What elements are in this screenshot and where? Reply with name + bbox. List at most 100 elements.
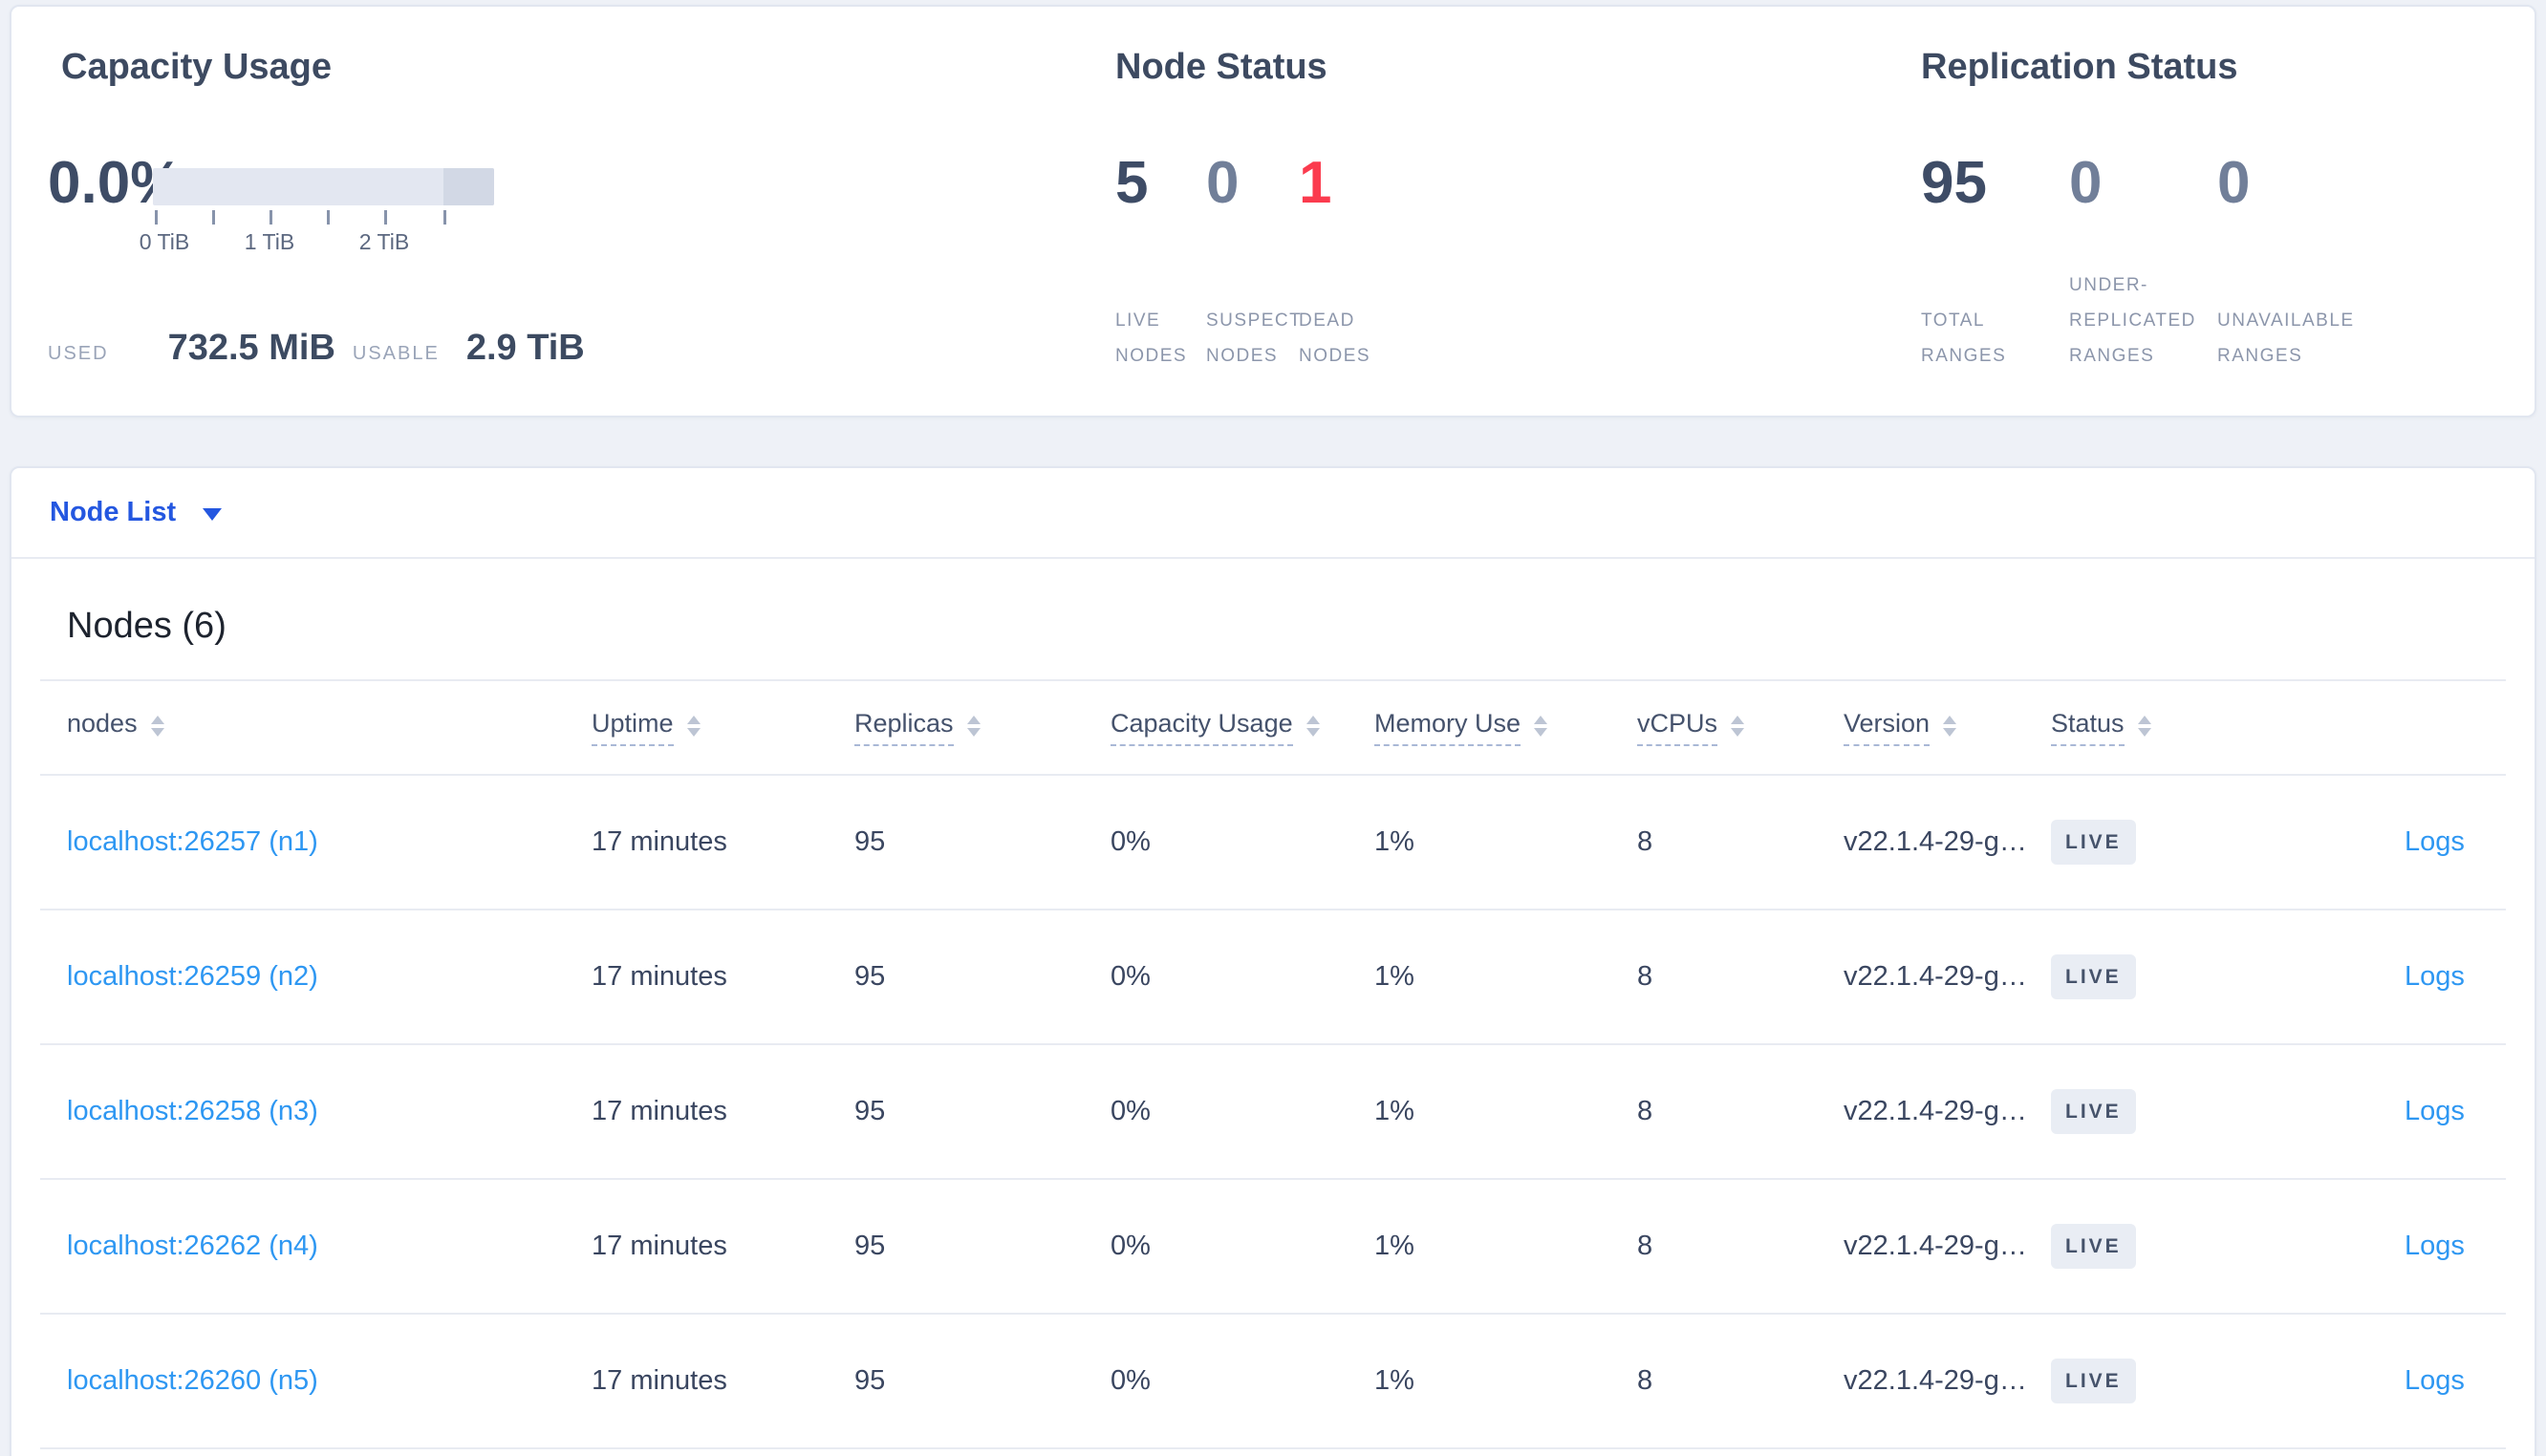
status-cell: LIVE: [2051, 1224, 2405, 1269]
column-header-capacity[interactable]: Capacity Usage: [1111, 709, 1374, 746]
column-header-vcpus[interactable]: vCPUs: [1637, 709, 1844, 746]
uptime-cell: 17 minutes: [592, 1096, 727, 1126]
memory-cell: 1%: [1374, 961, 1414, 992]
logs-link[interactable]: Logs: [2405, 1365, 2465, 1396]
table-row: localhost:26257 (n1) 17 minutes 95 0% 1% 8 v22…: [40, 776, 2506, 910]
capacity-cell: 0%: [1111, 1365, 1151, 1396]
capacity-bar-track: [153, 168, 494, 205]
memory-cell: 1%: [1374, 826, 1414, 857]
under-replicated-ranges-metric: 0 UNDER-REPLICATED RANGES: [2069, 150, 2203, 374]
metric-label: DEAD NODES: [1299, 310, 1371, 366]
capacity-cell: 0%: [1111, 961, 1151, 992]
nodes-heading-block: Nodes (6): [40, 559, 2506, 681]
memory-cell: 1%: [1374, 1365, 1414, 1396]
capacity-cell: 0%: [1111, 826, 1151, 857]
usable-label: USABLE: [352, 343, 440, 364]
vcpus-cell: 8: [1637, 1365, 1653, 1396]
capacity-usage-title: Capacity Usage: [61, 47, 333, 87]
table-row: localhost:26262 (n4) 17 minutes 95 0% 1% 8 v22…: [40, 1180, 2506, 1315]
table-row: localhost:26258 (n3) 17 minutes 95 0% 1% 8 v22…: [40, 1045, 2506, 1180]
sort-icon: [1305, 715, 1320, 737]
vcpus-cell: 8: [1637, 1096, 1653, 1126]
metric-label: LIVE NODES: [1115, 310, 1188, 366]
uptime-cell: 17 minutes: [592, 961, 727, 992]
memory-cell: 1%: [1374, 1096, 1414, 1126]
node-status-metrics: 5 LIVE NODES 0 SUSPECT NODES 1 DEAD NODE…: [1115, 150, 1390, 374]
logs-link[interactable]: Logs: [2405, 961, 2465, 992]
memory-cell: 1%: [1374, 1231, 1414, 1261]
logs-link[interactable]: Logs: [2405, 826, 2465, 857]
capacity-bar-reserved-segment: [443, 168, 494, 205]
table-row: localhost:26259 (n2) 17 minutes 95 0% 1% 8 v22…: [40, 910, 2506, 1045]
vcpus-cell: 8: [1637, 961, 1653, 992]
version-cell: v22.1.4-29-g…: [1844, 826, 2027, 857]
node-link[interactable]: localhost:26258 (n3): [67, 1096, 318, 1126]
node-status-title: Node Status: [1115, 47, 1327, 87]
column-header-node[interactable]: nodes: [67, 709, 592, 746]
dead-nodes-metric: 1 DEAD NODES: [1299, 150, 1390, 374]
metric-value: 0: [1206, 150, 1240, 216]
replicas-cell: 95: [854, 1096, 886, 1126]
column-header-label: nodes: [67, 709, 138, 738]
column-header-label: Replicas: [854, 709, 954, 746]
status-cell: LIVE: [2051, 1089, 2405, 1134]
metric-value: 0: [2217, 150, 2251, 216]
column-header-label: Version: [1844, 709, 1931, 746]
node-link[interactable]: localhost:26257 (n1): [67, 826, 318, 857]
tick-label-2: 2 TiB: [358, 229, 410, 254]
column-header-label: vCPUs: [1637, 709, 1718, 746]
column-header-replicas[interactable]: Replicas: [854, 709, 1111, 746]
column-header-label: Status: [2051, 709, 2125, 746]
sort-icon: [1943, 715, 1957, 737]
sort-icon: [686, 715, 701, 737]
column-header-status[interactable]: Status: [2051, 709, 2405, 746]
nodes-card: Node List Nodes (6) nodes Uptime Replicas C…: [10, 466, 2536, 1456]
version-cell: v22.1.4-29-g…: [1844, 961, 2027, 992]
node-link[interactable]: localhost:26262 (n4): [67, 1231, 318, 1261]
column-header-label: Capacity Usage: [1111, 709, 1293, 746]
suspect-nodes-metric: 0 SUSPECT NODES: [1206, 150, 1300, 374]
node-list-selector[interactable]: Node List: [11, 468, 2535, 559]
usable-value: 2.9 TiB: [465, 328, 585, 368]
column-header-version[interactable]: Version: [1844, 709, 2051, 746]
replicas-cell: 95: [854, 1365, 886, 1396]
uptime-cell: 17 minutes: [592, 826, 727, 857]
column-header-memory[interactable]: Memory Use: [1374, 709, 1637, 746]
uptime-cell: 17 minutes: [592, 1231, 727, 1261]
status-badge: LIVE: [2051, 954, 2136, 999]
status-cell: LIVE: [2051, 820, 2405, 865]
version-cell: v22.1.4-29-g…: [1844, 1231, 2027, 1261]
sort-icon: [1534, 715, 1548, 737]
node-link[interactable]: localhost:26260 (n5): [67, 1365, 318, 1396]
logs-link[interactable]: Logs: [2405, 1231, 2465, 1261]
column-header-uptime[interactable]: Uptime: [592, 709, 854, 746]
vcpus-cell: 8: [1637, 826, 1653, 857]
metric-value: 95: [1921, 150, 1987, 216]
nodes-table-body: localhost:26257 (n1) 17 minutes 95 0% 1% 8 v22…: [11, 776, 2535, 1449]
capacity-cell: 0%: [1111, 1231, 1151, 1261]
used-label: USED: [48, 343, 109, 364]
capacity-cell: 0%: [1111, 1096, 1151, 1126]
status-cell: LIVE: [2051, 954, 2405, 999]
replication-status-title: Replication Status: [1921, 47, 2238, 87]
tick-label-1: 1 TiB: [244, 229, 295, 254]
sort-icon: [2137, 715, 2151, 737]
status-badge: LIVE: [2051, 1224, 2136, 1269]
nodes-heading: Nodes (6): [67, 606, 227, 646]
node-list-label: Node List: [50, 497, 177, 527]
version-cell: v22.1.4-29-g…: [1844, 1365, 2027, 1396]
status-badge: LIVE: [2051, 820, 2136, 865]
metric-label: UNAVAILABLE RANGES: [2217, 310, 2355, 366]
replicas-cell: 95: [854, 961, 886, 992]
metric-label: UNDER-REPLICATED RANGES: [2069, 275, 2196, 366]
used-value: 732.5 MiB: [167, 328, 335, 368]
capacity-axis-labels: 0 TiB 1 TiB 2 TiB: [140, 229, 494, 258]
node-link[interactable]: localhost:26259 (n2): [67, 961, 318, 992]
metric-label: TOTAL RANGES: [1921, 310, 2007, 366]
table-row: localhost:26260 (n5) 17 minutes 95 0% 1% 8 v22…: [40, 1315, 2506, 1449]
chevron-down-icon: [203, 508, 223, 521]
vcpus-cell: 8: [1637, 1231, 1653, 1261]
status-cell: LIVE: [2051, 1359, 2405, 1403]
logs-link[interactable]: Logs: [2405, 1096, 2465, 1126]
cluster-summary-card: Capacity Usage 0.0% 0 TiB 1 TiB 2 TiB US…: [10, 5, 2536, 418]
